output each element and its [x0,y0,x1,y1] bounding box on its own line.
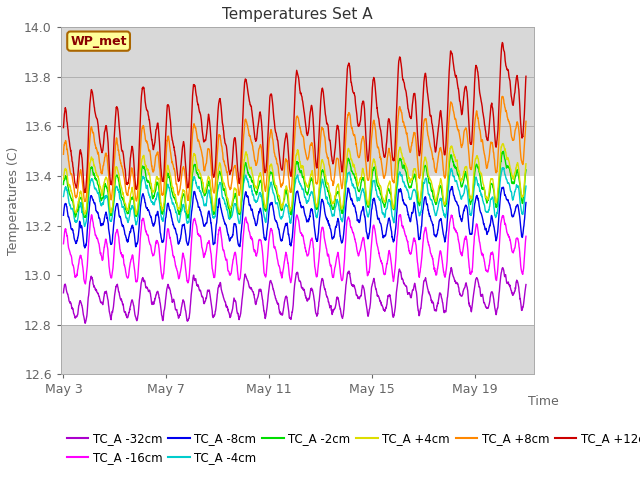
TC_A +4cm [273,183,280,189]
TC_A +12cm [509,102,516,108]
TC_A -4cm [424,188,432,193]
TC_A -2cm [273,188,280,194]
TC_A -8cm [285,231,292,237]
TC_A -32cm [447,264,455,270]
TC_A +8cm [522,119,530,124]
TC_A -32cm [83,308,91,313]
Line: TC_A +4cm: TC_A +4cm [63,144,526,215]
TC_A +4cm [424,169,432,175]
X-axis label: Time: Time [528,395,559,408]
TC_A +8cm [273,156,280,162]
Y-axis label: Temperatures (C): Temperatures (C) [7,147,20,255]
TC_A +12cm [509,102,517,108]
TC_A +4cm [132,212,140,217]
TC_A -16cm [83,263,91,269]
TC_A +12cm [83,164,91,169]
TC_A -16cm [273,252,280,257]
TC_A -4cm [60,193,67,199]
TC_A -2cm [509,179,517,185]
TC_A +8cm [509,137,517,143]
TC_A +12cm [424,93,432,99]
TC_A -16cm [424,239,432,245]
TC_A +4cm [83,199,91,205]
TC_A -2cm [60,181,67,187]
TC_A -2cm [522,167,530,173]
Text: WP_met: WP_met [70,35,127,48]
TC_A -16cm [60,241,67,247]
TC_A -8cm [509,214,516,219]
TC_A -8cm [424,205,432,211]
Line: TC_A +12cm: TC_A +12cm [63,43,526,192]
TC_A +12cm [60,125,67,131]
TC_A -32cm [424,287,432,292]
Line: TC_A +8cm: TC_A +8cm [63,96,526,202]
TC_A -32cm [285,308,292,313]
TC_A -32cm [273,298,280,303]
TC_A -32cm [60,290,67,296]
TC_A -8cm [83,228,91,233]
TC_A +4cm [509,176,517,181]
TC_A +8cm [285,175,292,180]
TC_A -4cm [81,224,88,229]
Line: TC_A -8cm: TC_A -8cm [63,187,526,248]
TC_A -2cm [500,148,508,154]
TC_A -32cm [509,292,516,298]
TC_A -4cm [83,209,91,215]
TC_A +12cm [499,40,506,46]
TC_A +4cm [509,175,516,180]
TC_A +8cm [83,180,91,185]
TC_A -8cm [509,214,517,219]
TC_A -2cm [509,179,516,185]
TC_A +8cm [60,151,67,157]
Line: TC_A -32cm: TC_A -32cm [63,267,526,324]
TC_A +4cm [499,141,507,146]
TC_A -2cm [184,215,191,221]
TC_A -16cm [509,250,516,255]
TC_A +12cm [81,190,88,195]
TC_A +8cm [424,132,432,138]
TC_A +12cm [285,154,292,159]
TC_A -4cm [499,165,506,171]
TC_A -32cm [81,321,89,326]
TC_A +8cm [499,94,506,99]
TC_A +4cm [285,195,292,201]
TC_A -2cm [424,174,432,180]
TC_A -16cm [522,233,530,239]
TC_A +4cm [60,176,67,182]
TC_A -8cm [449,184,456,190]
TC_A -4cm [273,201,280,206]
TC_A -32cm [509,292,517,298]
TC_A -16cm [81,281,89,287]
TC_A -8cm [273,218,280,224]
TC_A -16cm [88,212,95,217]
TC_A -32cm [522,282,530,288]
TC_A -8cm [522,200,530,205]
Line: TC_A -2cm: TC_A -2cm [63,151,526,218]
TC_A -2cm [285,202,292,207]
Bar [61,176,534,325]
TC_A -4cm [285,211,292,216]
TC_A -16cm [285,267,292,273]
TC_A -4cm [509,197,516,203]
TC_A -4cm [522,183,530,189]
TC_A -8cm [81,245,88,251]
Title: Temperatures Set A: Temperatures Set A [222,7,372,22]
TC_A -16cm [509,250,517,255]
TC_A +8cm [81,199,88,204]
TC_A -8cm [60,213,67,218]
TC_A -4cm [509,196,517,202]
TC_A +12cm [273,131,280,137]
Legend: TC_A -32cm, TC_A -16cm, TC_A -8cm, TC_A -4cm, TC_A -2cm, TC_A +4cm, TC_A +8cm, T: TC_A -32cm, TC_A -16cm, TC_A -8cm, TC_A … [67,432,640,464]
TC_A -2cm [83,204,91,209]
Line: TC_A -16cm: TC_A -16cm [63,215,526,284]
Line: TC_A -4cm: TC_A -4cm [63,168,526,227]
TC_A +12cm [522,73,530,79]
TC_A +8cm [509,136,516,142]
TC_A +4cm [522,161,530,167]
